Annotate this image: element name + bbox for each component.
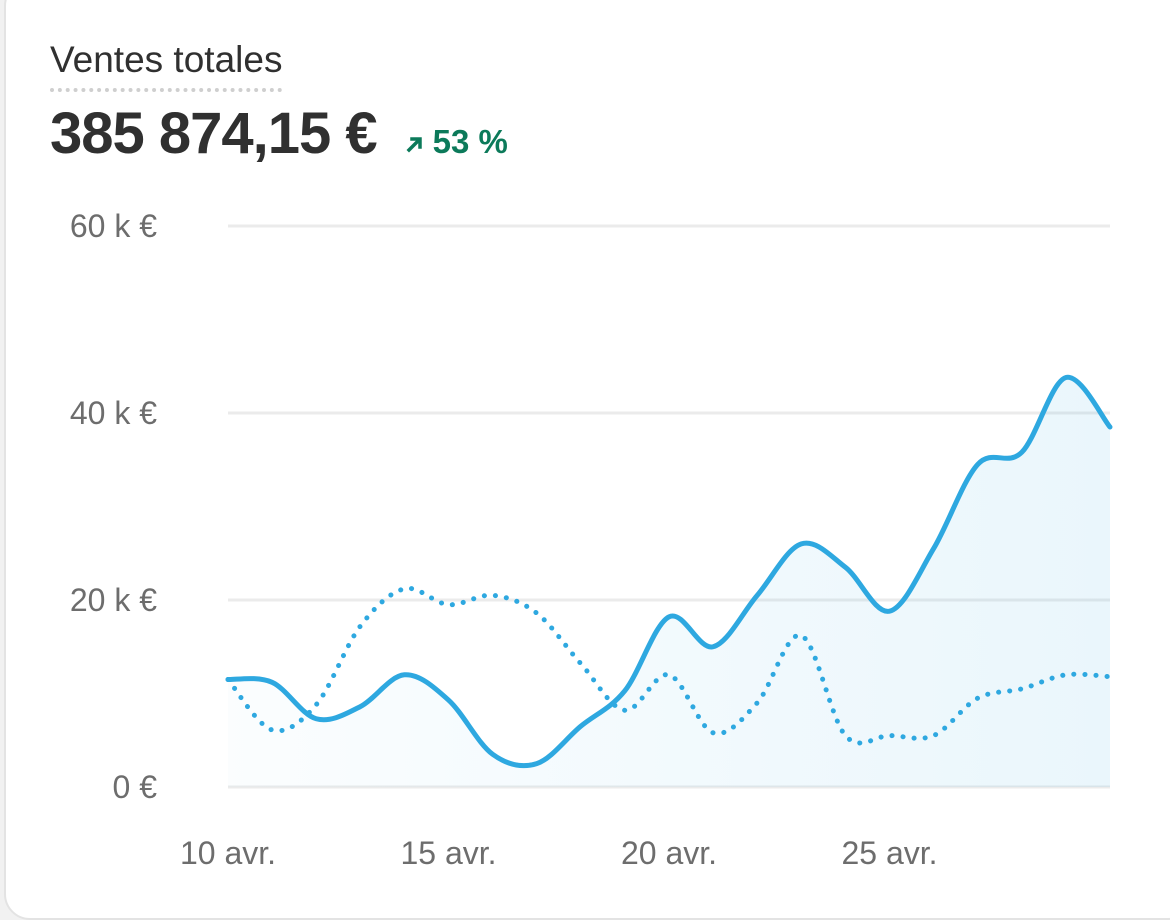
series-area bbox=[228, 377, 1110, 787]
x-tick-label: 15 avr. bbox=[400, 835, 496, 871]
x-tick-label: 25 avr. bbox=[841, 835, 937, 871]
x-tick-label: 10 avr. bbox=[180, 835, 276, 871]
y-tick-label: 20 k € bbox=[70, 582, 157, 618]
x-tick-label: 20 avr. bbox=[621, 835, 717, 871]
y-tick-label: 0 € bbox=[113, 769, 158, 805]
y-tick-label: 40 k € bbox=[70, 395, 157, 431]
y-tick-label: 60 k € bbox=[70, 208, 157, 244]
sales-line-chart: 0 € 20 k € 40 k € 60 k € 10 avr. 15 avr. 20 a… bbox=[0, 0, 1170, 892]
